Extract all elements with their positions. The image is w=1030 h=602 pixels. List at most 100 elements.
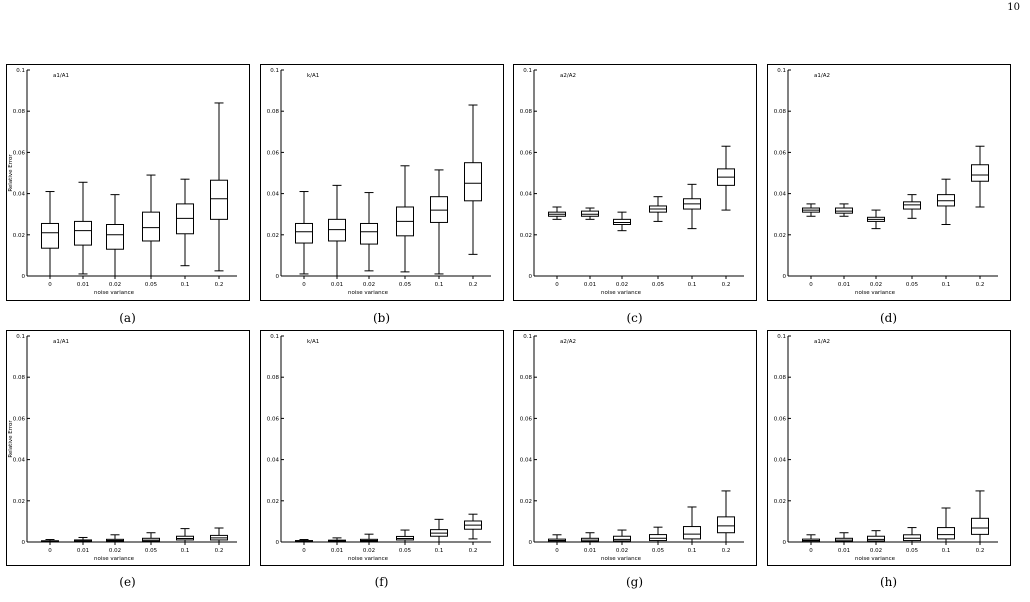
x-tick-label: 0.02 — [363, 282, 375, 288]
x-axis-label: noise variance — [94, 556, 135, 562]
y-tick-label: 0.04 — [774, 192, 787, 198]
box — [903, 201, 921, 210]
y-tick-label: 0 — [529, 274, 533, 280]
panel-caption: (h) — [880, 575, 897, 589]
x-axis-label: noise variance — [348, 556, 389, 562]
chart-panel-1: 0 0.02 0.04 0.06 0.08 0.1 Relative Error a1/A1 0… — [6, 64, 250, 325]
chart-panel-3: 0 0.02 0.04 0.06 0.08 0.1 a2/A2 0 0.01 0.02 0.05 0.… — [513, 64, 757, 325]
x-tick-label: 0.1 — [688, 548, 697, 554]
box — [971, 517, 989, 535]
box — [971, 164, 989, 182]
panel-caption: (c) — [626, 311, 642, 325]
x-tick-label: 0.01 — [77, 282, 89, 288]
x-tick-label: 0.01 — [838, 282, 850, 288]
panel-annotation: a1/A1 — [53, 339, 69, 345]
y-tick-label: 0.1 — [270, 334, 279, 340]
panel-annotation: a2/A2 — [560, 339, 576, 345]
y-tick-label: 0 — [22, 274, 26, 280]
panel-caption: (f) — [375, 575, 389, 589]
box — [937, 194, 955, 207]
y-tick-label: 0.02 — [774, 233, 786, 239]
x-tick-label: 0.2 — [722, 548, 731, 554]
box — [717, 516, 735, 534]
x-tick-label: 0.02 — [616, 548, 628, 554]
x-tick-label: 0 — [555, 548, 559, 554]
y-tick-label: 0.08 — [520, 375, 533, 381]
y-tick-label: 0.02 — [13, 499, 25, 505]
panel-frame — [6, 64, 250, 301]
y-tick-label: 0.08 — [13, 375, 26, 381]
x-tick-label: 0.2 — [976, 282, 985, 288]
y-tick-label: 0.02 — [267, 233, 279, 239]
box — [464, 162, 482, 202]
y-tick-label: 0 — [276, 540, 280, 546]
y-tick-label: 0.04 — [267, 192, 280, 198]
x-tick-label: 0.2 — [976, 548, 985, 554]
x-tick-label: 0.05 — [145, 548, 158, 554]
y-tick-label: 0.1 — [777, 334, 786, 340]
y-tick-label: 0.02 — [520, 233, 532, 239]
x-tick-label: 0 — [302, 548, 306, 554]
y-tick-label: 0.02 — [13, 233, 25, 239]
y-tick-label: 0 — [529, 540, 533, 546]
panel-caption: (g) — [626, 575, 643, 589]
y-tick-label: 0.04 — [13, 192, 26, 198]
x-axis-label: noise variance — [348, 290, 389, 296]
box — [295, 222, 313, 244]
y-tick-label: 0.06 — [520, 416, 533, 422]
y-tick-label: 0.04 — [13, 458, 26, 464]
chart-panel-6: 0 0.02 0.04 0.06 0.08 0.1 k/A1 0 0.01 0.02 0.05 0.1… — [260, 330, 504, 589]
x-tick-label: 0.02 — [870, 282, 882, 288]
box — [613, 535, 631, 542]
x-tick-label: 0 — [555, 282, 559, 288]
panel-frame — [260, 330, 504, 566]
panel-frame — [513, 64, 757, 301]
panel-annotation: a2/A2 — [560, 73, 576, 79]
panel-annotation: a1/A2 — [814, 339, 830, 345]
box — [106, 224, 124, 250]
box — [210, 179, 228, 220]
x-axis-label: noise variance — [601, 290, 642, 296]
x-tick-label: 0.1 — [942, 282, 951, 288]
box — [867, 535, 885, 542]
panel-frame — [260, 64, 504, 301]
panel-annotation: a1/A2 — [814, 73, 830, 79]
y-tick-label: 0.1 — [523, 334, 532, 340]
x-tick-label: 0.1 — [942, 548, 951, 554]
x-tick-label: 0.1 — [181, 548, 190, 554]
y-tick-label: 0 — [276, 274, 280, 280]
x-tick-label: 0 — [48, 548, 52, 554]
y-tick-label: 0.06 — [13, 150, 26, 156]
y-tick-label: 0.1 — [16, 68, 25, 74]
y-axis-label: Relative Error — [8, 420, 14, 458]
x-axis-label: noise variance — [855, 556, 896, 562]
x-tick-label: 0.05 — [906, 282, 919, 288]
panel-annotation: a1/A1 — [53, 73, 69, 79]
y-tick-label: 0.04 — [774, 458, 787, 464]
box — [649, 534, 667, 542]
box — [41, 222, 59, 249]
box — [835, 207, 853, 214]
panel-frame — [767, 64, 1011, 301]
x-tick-label: 0.01 — [77, 548, 89, 554]
y-tick-label: 0.06 — [774, 416, 787, 422]
y-tick-label: 0.02 — [520, 499, 532, 505]
y-tick-label: 0.02 — [774, 499, 786, 505]
y-tick-label: 0.1 — [523, 68, 532, 74]
x-axis-label: noise variance — [855, 290, 896, 296]
x-tick-label: 0.01 — [838, 548, 850, 554]
chart-panel-8: 0 0.02 0.04 0.06 0.08 0.1 a1/A2 0 0.01 0.02 0.05 0.… — [767, 330, 1011, 589]
x-tick-label: 0.1 — [688, 282, 697, 288]
y-tick-label: 0.02 — [267, 499, 279, 505]
y-tick-label: 0.08 — [520, 109, 533, 115]
panel-frame — [767, 330, 1011, 566]
x-tick-label: 0.1 — [435, 548, 444, 554]
y-tick-label: 0.08 — [13, 109, 26, 115]
x-tick-label: 0.05 — [652, 282, 665, 288]
chart-panel-4: 0 0.02 0.04 0.06 0.08 0.1 a1/A2 0 0.01 0.02 0.05 0.… — [767, 64, 1011, 325]
box — [683, 526, 701, 540]
box — [142, 211, 160, 242]
box — [176, 203, 194, 235]
panel-annotation: k/A1 — [307, 73, 319, 79]
